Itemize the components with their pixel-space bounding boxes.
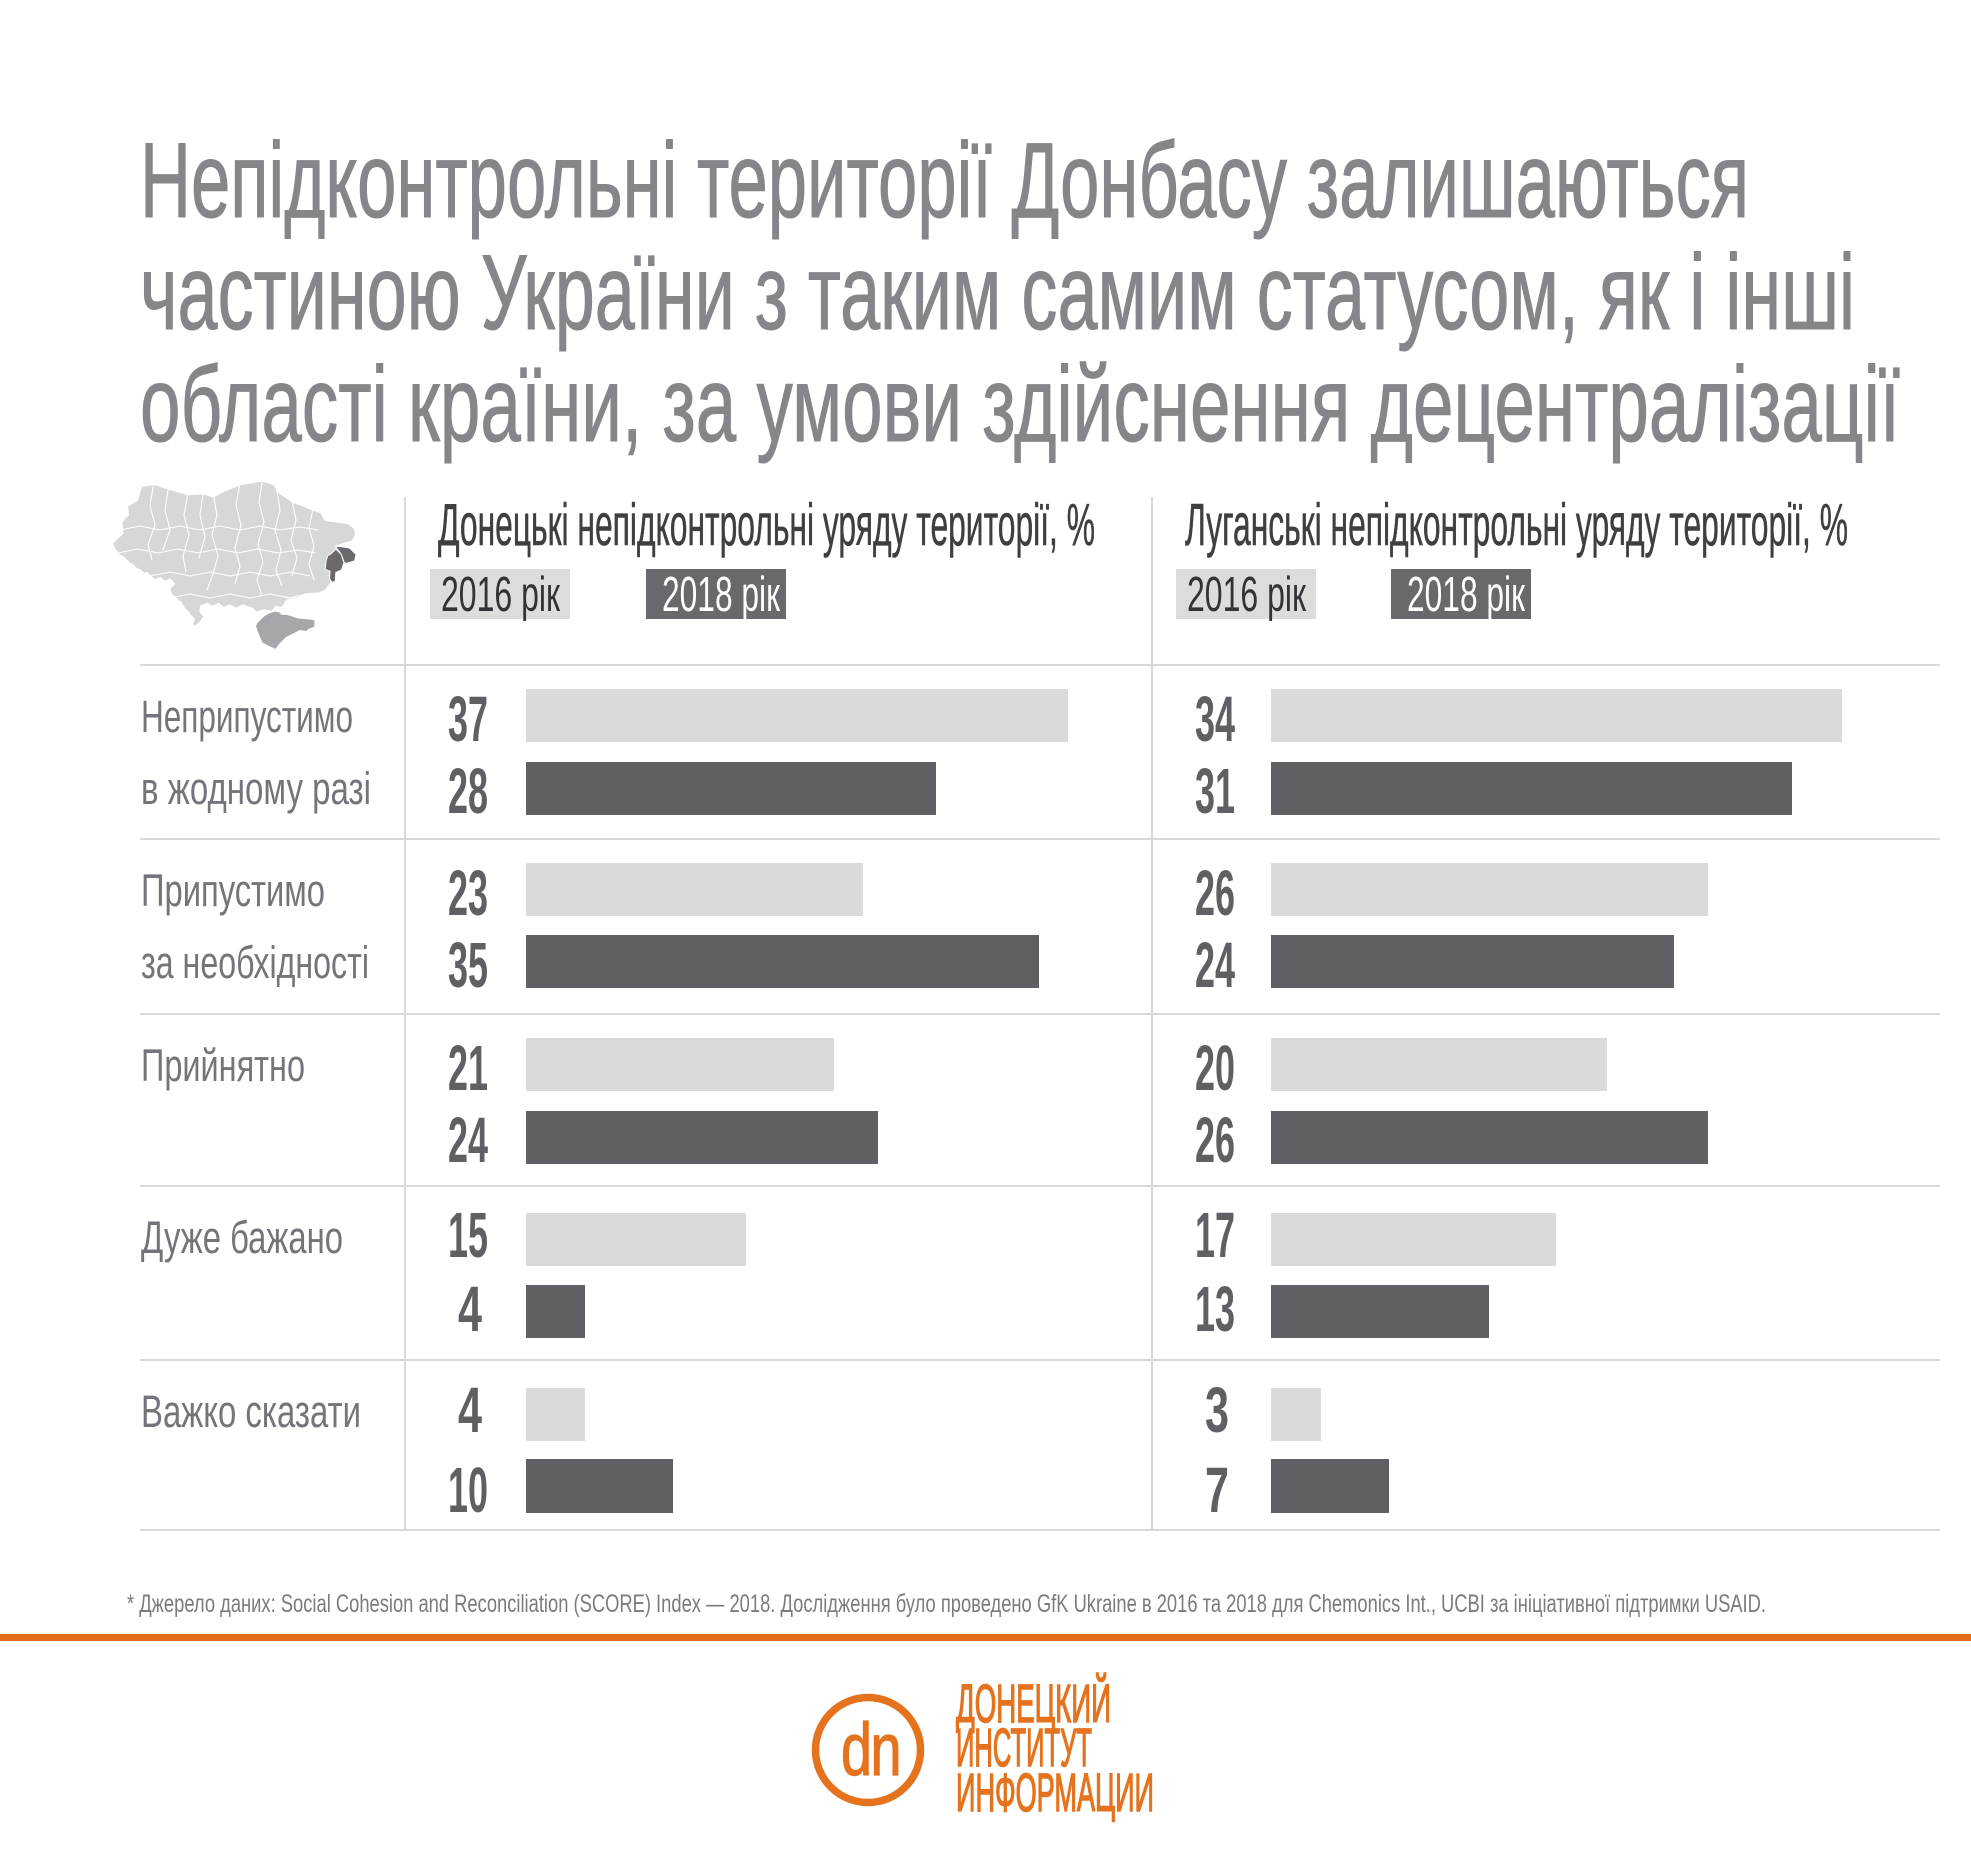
svg-text:37: 37: [448, 683, 488, 755]
svg-text:31: 31: [1195, 755, 1235, 827]
svg-text:3: 3: [1205, 1374, 1229, 1446]
svg-text:24: 24: [448, 1104, 488, 1176]
svg-text:26: 26: [1195, 1104, 1235, 1176]
svg-text:21: 21: [448, 1032, 488, 1104]
svg-text:ДОНЕЦКИЙ: ДОНЕЦКИЙ: [956, 1673, 1111, 1734]
svg-text:частиною України з таким самим: частиною України з таким самим статусом,…: [140, 232, 1855, 352]
svg-text:Непідконтрольні території Донб: Непідконтрольні території Донбасу залиша…: [140, 120, 1749, 240]
svg-text:7: 7: [1205, 1454, 1229, 1526]
svg-text:Прийнятно: Прийнятно: [141, 1040, 305, 1091]
svg-text:за необхідності: за необхідності: [141, 937, 369, 988]
svg-text:ИНФОРМАЦИИ: ИНФОРМАЦИИ: [956, 1763, 1154, 1823]
svg-text:* Джерело даних: Social Cohesi: * Джерело даних: Social Cohesion and Rec…: [127, 1590, 1766, 1618]
svg-text:35: 35: [448, 929, 488, 1001]
svg-text:17: 17: [1195, 1199, 1235, 1271]
svg-text:dn: dn: [841, 1708, 900, 1791]
svg-text:2018 рік: 2018 рік: [1407, 568, 1525, 622]
svg-text:Неприпустимо: Неприпустимо: [141, 691, 353, 742]
svg-text:26: 26: [1195, 857, 1235, 929]
svg-text:2018 рік: 2018 рік: [662, 568, 780, 622]
svg-text:34: 34: [1195, 683, 1235, 755]
svg-text:Донецькі непідконтрольні уряду: Донецькі непідконтрольні уряду території…: [438, 492, 1095, 558]
svg-text:Луганські непідконтрольні уряд: Луганські непідконтрольні уряду територі…: [1185, 492, 1848, 558]
svg-text:ИНСТИТУТ: ИНСТИТУТ: [956, 1718, 1092, 1778]
svg-text:2016 рік: 2016 рік: [1187, 568, 1306, 622]
svg-text:15: 15: [448, 1199, 488, 1271]
svg-text:4: 4: [458, 1374, 482, 1446]
svg-text:13: 13: [1195, 1273, 1235, 1345]
svg-text:в жодному разі: в жодному разі: [141, 763, 371, 814]
svg-text:20: 20: [1195, 1032, 1235, 1104]
svg-text:2016 рік: 2016 рік: [441, 568, 560, 622]
svg-text:10: 10: [448, 1454, 488, 1526]
svg-text:Припустимо: Припустимо: [141, 865, 325, 916]
svg-text:24: 24: [1195, 929, 1235, 1001]
svg-text:23: 23: [448, 857, 488, 929]
svg-text:4: 4: [458, 1273, 482, 1345]
svg-text:області країни, за умови здійс: області країни, за умови здійснення деце…: [140, 344, 1900, 464]
svg-text:Важко сказати: Важко сказати: [141, 1386, 361, 1437]
svg-text:Дуже бажано: Дуже бажано: [141, 1212, 343, 1263]
svg-text:28: 28: [448, 755, 488, 827]
